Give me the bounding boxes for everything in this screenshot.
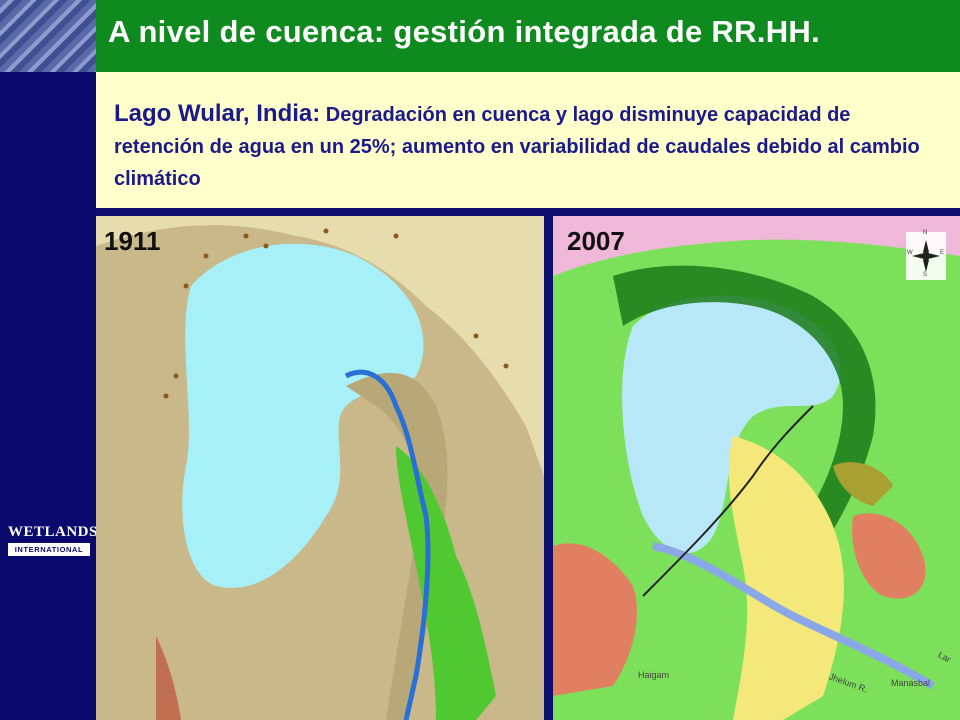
subtitle-box: Lago Wular, India: Degradación en cuenca… [96,72,960,208]
map-2007-drawing [553,216,960,720]
page-title: A nivel de cuenca: gestión integrada de … [108,14,821,49]
compass-e: E [940,250,945,256]
year-label-1911: 1911 [104,226,161,256]
compass-icon [906,232,946,280]
left-sidebar: WETLANDS INTERNATIONAL [0,0,98,720]
place-haigam: Haigam [638,670,670,680]
compass-n: N [923,230,928,236]
map-2007: 2007 N S E W Haigam Jhelum R. Manasbal L… [553,216,960,720]
logo-word: WETLANDS [8,524,98,540]
subtitle-lead: Lago Wular, India: [114,100,321,127]
subtitle-text: Lago Wular, India: Degradación en cuenca… [114,98,944,195]
title-bar: A nivel de cuenca: gestión integrada de … [96,0,960,72]
map-1911: 1911 [96,216,544,720]
year-label-2007: 2007 [567,226,625,256]
compass-s: S [923,272,928,278]
place-manasbal: Manasbal [891,678,931,688]
corner-texture [0,0,96,72]
map-1911-drawing [96,216,544,720]
compass-w: W [907,250,913,256]
wetlands-logo: WETLANDS INTERNATIONAL [8,524,98,556]
compass-rose: N S E W [906,230,946,280]
subtitle-body: Degradación en cuenca y lago disminuye c… [114,104,920,190]
logo-subtext: INTERNATIONAL [8,543,90,556]
